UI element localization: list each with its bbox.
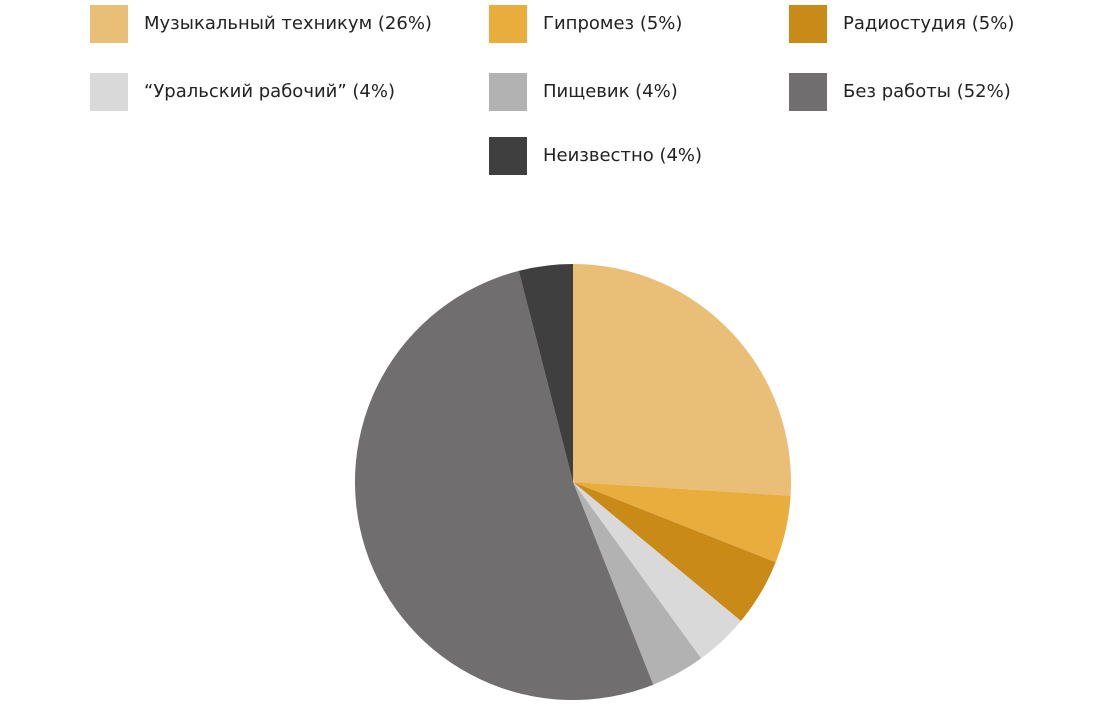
pie-slice xyxy=(573,482,741,659)
legend-swatch xyxy=(90,5,128,43)
pie-slice xyxy=(573,264,792,496)
legend-label: Музыкальный техникум (26%) xyxy=(144,13,432,34)
legend-label: Неизвестно (4%) xyxy=(543,145,703,166)
legend-label: “Уральский рабочий” (4%) xyxy=(144,81,395,102)
legend-swatch xyxy=(789,5,827,43)
legend-label: Радиостудия (5%) xyxy=(843,13,1015,34)
pie-slice xyxy=(573,482,776,621)
legend-swatch xyxy=(489,137,527,175)
pie-slice xyxy=(573,482,791,563)
legend-swatch xyxy=(489,5,527,43)
legend-swatch xyxy=(90,73,128,111)
legend-label: Пищевик (4%) xyxy=(543,81,678,102)
legend-label: Без работы (52%) xyxy=(843,81,1011,102)
legend-swatch xyxy=(789,73,827,111)
pie-slice xyxy=(573,482,702,685)
legend-label: Гипромез (5%) xyxy=(543,13,683,34)
pie-slice xyxy=(518,264,573,482)
pie-slice xyxy=(354,270,654,701)
legend-swatch xyxy=(489,73,527,111)
